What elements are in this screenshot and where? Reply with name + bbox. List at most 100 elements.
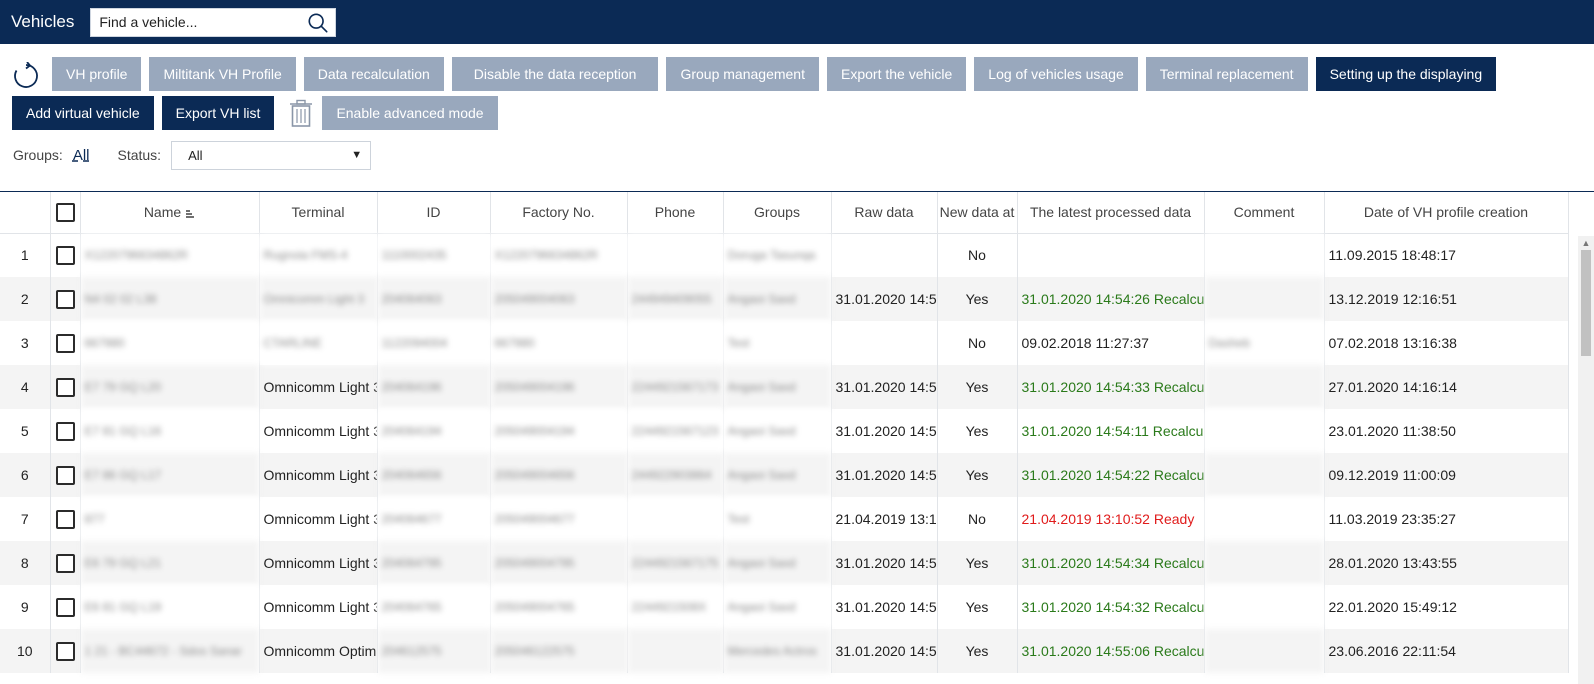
terminal-replacement-button[interactable]: Terminal replacement (1145, 57, 1308, 91)
select-all-checkbox[interactable] (55, 202, 75, 222)
cell-select[interactable] (50, 453, 81, 497)
cell-factory-no: 205049004194 (490, 409, 628, 453)
cell-select[interactable] (50, 585, 81, 629)
header-select-all[interactable] (50, 192, 81, 234)
header-id[interactable]: ID (377, 192, 491, 234)
sort-icon[interactable] (185, 209, 195, 219)
vh-profile-button[interactable]: VH profile (52, 57, 142, 91)
header-latest-processed-data[interactable]: The latest processed data (1017, 192, 1205, 234)
row-checkbox[interactable] (55, 289, 75, 309)
header-date-of-creation[interactable]: Date of VH profile creation (1324, 192, 1569, 234)
cell-groups: Angaoi Saxd (723, 541, 832, 585)
table-row[interactable]: 1 X1220796634862R Rugnoia FMS-4 1110002435 X… (0, 233, 1569, 277)
cell-select[interactable] (50, 629, 81, 673)
cell-latest-processed-data: 31.01.2020 14:54:11 Recalcu (1017, 409, 1205, 453)
cell-id: 1110002435 (377, 233, 491, 277)
cell-latest-processed-data: 31.01.2020 14:54:32 Recalcu (1017, 585, 1205, 629)
table-row[interactable]: 6 E7 86 GQ L17 Omnicomm Light 3 204064656 20… (0, 453, 1569, 497)
table-row[interactable]: 10 1 21 - BC44672 - Sdos Sanar Omnicomm Op… (0, 629, 1569, 673)
cell-name: E7 79 GQ L20 (80, 365, 260, 409)
header-name[interactable]: Name (80, 192, 260, 234)
table-row[interactable]: 8 E6 79 GQ L21 Omnicomm Light 3 204064795 20… (0, 541, 1569, 585)
cell-phone: 244922903864 (627, 453, 724, 497)
cell-name: N4 02 02 L38 (80, 277, 260, 321)
setting-up-displaying-button[interactable]: Setting up the displaying (1315, 57, 1497, 91)
cell-terminal: CTARLINE (259, 321, 378, 365)
data-recalculation-button[interactable]: Data recalculation (303, 57, 444, 91)
cell-name: E7 81 GQ L16 (80, 409, 260, 453)
header-raw-data[interactable]: Raw data (831, 192, 938, 234)
cell-date-of-creation: 22.01.2020 15:49:12 (1324, 585, 1569, 629)
cell-select[interactable] (50, 277, 81, 321)
vehicles-table: Name Terminal ID Factory No. Phone Group… (0, 192, 1569, 673)
table-row[interactable]: 3 667980 CTARLINE 1122094004 667980 Test No 09.… (0, 321, 1569, 365)
header-new-data-at[interactable]: New data at (937, 192, 1018, 234)
cell-terminal: Rugnoia FMS-4 (259, 233, 378, 277)
row-checkbox[interactable] (55, 245, 75, 265)
groups-filter-link[interactable]: All (72, 146, 90, 164)
cell-select[interactable] (50, 365, 81, 409)
header-terminal[interactable]: Terminal (259, 192, 378, 234)
table-row[interactable]: 2 N4 02 02 L38 Omnicomm Light 3 204064063 20… (0, 277, 1569, 321)
table-row[interactable]: 5 E7 81 GQ L16 Omnicomm Light 3 204064194 20… (0, 409, 1569, 453)
vertical-scrollbar[interactable]: ▲ (1578, 236, 1594, 684)
export-vh-list-button[interactable]: Export VH list (161, 96, 275, 130)
cell-latest-processed-data: 09.02.2018 11:27:37 (1017, 321, 1205, 365)
row-checkbox[interactable] (55, 421, 75, 441)
cell-comment (1204, 541, 1325, 585)
row-checkbox[interactable] (55, 377, 75, 397)
miltitank-vh-profile-button[interactable]: Miltitank VH Profile (149, 57, 296, 91)
cell-raw-data: 31.01.2020 14:5 (831, 453, 938, 497)
cell-latest-processed-data: 31.01.2020 14:54:34 Recalcu (1017, 541, 1205, 585)
cell-id: 204064194 (377, 409, 491, 453)
cell-row-number: 4 (0, 365, 51, 409)
header-groups[interactable]: Groups (723, 192, 832, 234)
scroll-up-icon[interactable]: ▲ (1581, 238, 1591, 248)
refresh-icon[interactable] (12, 62, 40, 90)
row-checkbox[interactable] (55, 597, 75, 617)
export-vehicle-button[interactable]: Export the vehicle (827, 57, 967, 91)
cell-raw-data: 31.01.2020 14:5 (831, 365, 938, 409)
table-header-row: Name Terminal ID Factory No. Phone Group… (0, 192, 1569, 234)
log-vehicles-usage-button[interactable]: Log of vehicles usage (974, 57, 1138, 91)
cell-select[interactable] (50, 409, 81, 453)
header-comment[interactable]: Comment (1204, 192, 1325, 234)
disable-data-reception-button[interactable]: Disable the data reception (451, 57, 659, 91)
group-management-button[interactable]: Group management (666, 57, 819, 91)
table-row[interactable]: 4 E7 79 GQ L20 Omnicomm Light 3 204064196 20… (0, 365, 1569, 409)
enable-advanced-mode-button[interactable]: Enable advanced mode (322, 96, 498, 130)
table-row[interactable]: 7 877 Omnicomm Light 3 204064677 20504900467… (0, 497, 1569, 541)
cell-raw-data: 31.01.2020 14:5 (831, 629, 938, 673)
cell-id: 204064063 (377, 277, 491, 321)
status-select[interactable]: All ▼ (171, 140, 372, 170)
search-input[interactable] (91, 8, 336, 36)
cell-raw-data: 21.04.2019 13:1 (831, 497, 938, 541)
cell-phone (627, 233, 724, 277)
cell-terminal: Omnicomm Light 3 (259, 277, 378, 321)
cell-groups: Angaoi Saxd (723, 365, 832, 409)
cell-new-data-at: Yes (937, 585, 1018, 629)
cell-latest-processed-data: 31.01.2020 14:55:06 Recalcu (1017, 629, 1205, 673)
cell-raw-data: 31.01.2020 14:5 (831, 541, 938, 585)
row-checkbox[interactable] (55, 553, 75, 573)
scrollbar-thumb[interactable] (1581, 250, 1591, 356)
cell-select[interactable] (50, 541, 81, 585)
search-icon[interactable] (307, 12, 329, 34)
search-box[interactable] (90, 7, 337, 37)
cell-id: 1122094004 (377, 321, 491, 365)
cell-select[interactable] (50, 321, 81, 365)
cell-select[interactable] (50, 497, 81, 541)
row-checkbox[interactable] (55, 333, 75, 353)
row-checkbox[interactable] (55, 641, 75, 661)
cell-new-data-at: Yes (937, 409, 1018, 453)
trash-icon[interactable] (288, 99, 314, 127)
header-row-number (0, 192, 51, 234)
cell-select[interactable] (50, 233, 81, 277)
header-factory-no[interactable]: Factory No. (490, 192, 628, 234)
cell-phone: 2244921508X (627, 585, 724, 629)
add-virtual-vehicle-button[interactable]: Add virtual vehicle (12, 96, 154, 130)
header-phone[interactable]: Phone (627, 192, 724, 234)
row-checkbox[interactable] (55, 509, 75, 529)
table-row[interactable]: 9 E6 81 GQ L19 Omnicomm Light 3 204064765 20… (0, 585, 1569, 629)
row-checkbox[interactable] (55, 465, 75, 485)
